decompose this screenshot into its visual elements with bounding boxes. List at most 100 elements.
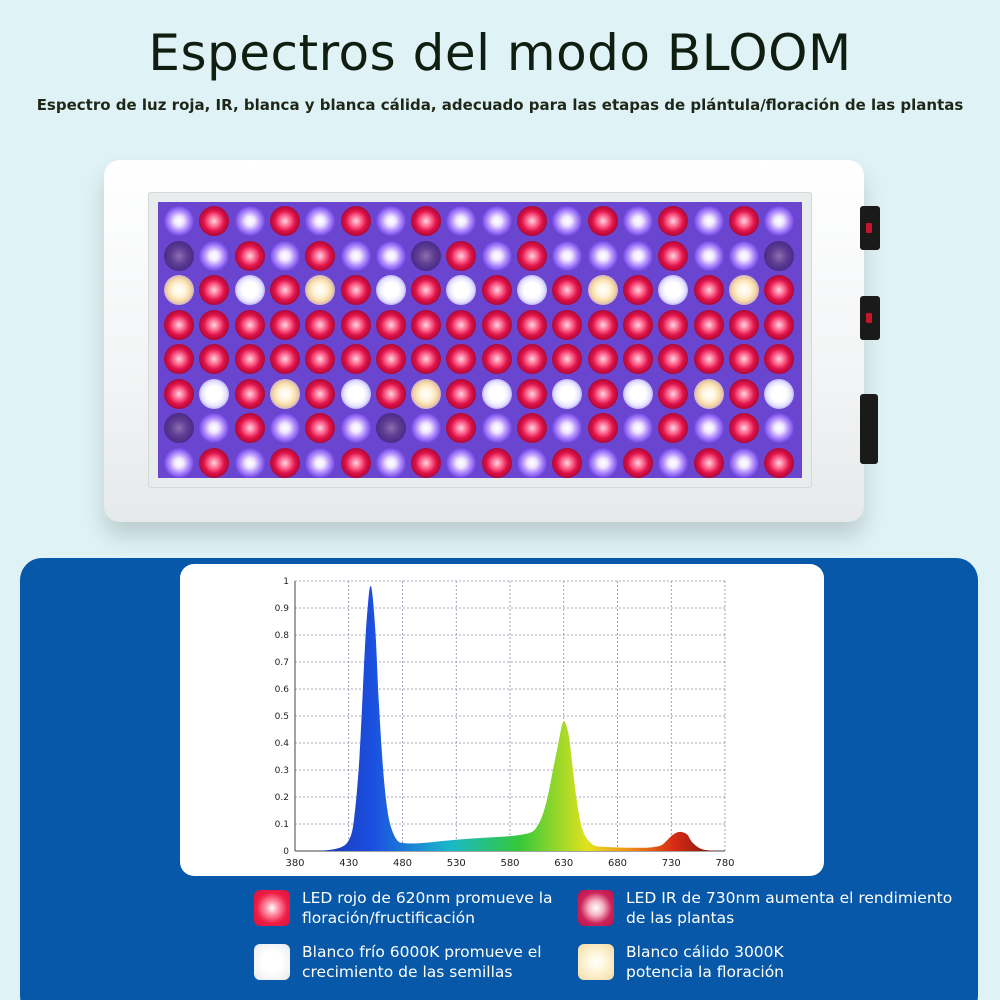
led-red [340,206,371,236]
led-blue [622,206,653,236]
led-white [622,378,653,409]
led-blue [658,447,689,478]
led-red [375,309,406,340]
legend-red-line1: LED rojo de 620nm promueve la [302,889,553,907]
led-red [517,344,547,374]
y-tick-label: 0 [283,847,289,857]
led-warm [693,378,724,409]
power-cable-port [860,394,878,464]
led-blue [693,413,724,443]
led-red [728,378,759,409]
led-red [587,206,618,236]
led-red [269,309,300,340]
y-tick-label: 0.1 [275,820,289,830]
led-red [693,275,724,305]
power-switch [860,206,880,250]
led-blue [446,447,477,478]
legend-item-red-led: LED rojo de 620nm promueve la floración/… [254,888,553,928]
y-tick-label: 0.9 [275,604,290,614]
led-blue [199,240,230,271]
led-red [269,447,300,478]
led-blue [234,206,265,236]
x-tick-label: 480 [393,858,412,869]
y-tick-label: 0.7 [275,658,289,668]
led-red [411,275,442,305]
led-red [234,240,265,271]
led-warm [728,275,759,305]
led-red [658,240,689,271]
led-ir [375,413,406,443]
led-red [164,378,194,409]
led-blue [552,413,583,443]
led-red [587,413,618,443]
x-tick-label: 530 [447,858,466,869]
led-red [305,378,336,409]
spectrum-chart-card: 0 0.1 0.2 0.3 0.4 0.5 0.6 0.7 0.8 0.9 1 380 430 480 5… [180,564,824,876]
led-red [728,309,759,340]
led-warm [411,378,442,409]
led-red [517,413,547,443]
led-blue [446,206,477,236]
led-red [305,413,336,443]
led-red [446,413,477,443]
legend-item-cool-white: Blanco frío 6000K promueve el crecimient… [254,942,542,982]
led-red [340,344,371,374]
led-red [481,309,512,340]
grow-light-lamp [104,160,880,522]
led-blue [305,206,336,236]
led-white [375,275,406,305]
led-red [693,344,724,374]
led-red [658,206,689,236]
led-red [658,344,689,374]
page-title: Espectros del modo BLOOM [148,24,852,82]
led-red [587,344,618,374]
led-blue [481,413,512,443]
x-tick-label: 580 [500,858,519,869]
led-warm [269,378,300,409]
led-red [622,344,653,374]
led-red [764,344,795,374]
led-red [622,275,653,305]
legend-item-ir-led: LED IR de 730nm aumenta el rendimiento d… [578,888,952,928]
led-red [234,378,265,409]
led-blue [693,240,724,271]
led-warm [587,275,618,305]
led-white [446,275,477,305]
led-red [305,344,336,374]
led-red [411,206,442,236]
led-blue [234,447,265,478]
led-red [164,309,194,340]
led-blue [764,206,795,236]
legend-ir-line1: LED IR de 730nm aumenta el rendimiento [626,889,953,907]
led-blue [199,413,230,443]
led-red [481,344,512,374]
led-red [764,447,795,478]
legend-cool-line1: Blanco frío 6000K promueve el [302,943,542,961]
page-subtitle: Espectro de luz roja, IR, blanca y blanc… [36,96,964,114]
led-blue [375,240,406,271]
led-red [658,378,689,409]
led-white [552,378,583,409]
led-red [587,378,618,409]
led-red [234,344,265,374]
led-red [164,344,194,374]
led-red [446,240,477,271]
mode-switch [860,296,880,340]
red-led-swatch [254,890,290,926]
x-tick-label: 780 [715,858,734,869]
led-white [340,378,371,409]
led-blue [481,240,512,271]
led-red [552,275,583,305]
spectrum-chart: 0 0.1 0.2 0.3 0.4 0.5 0.6 0.7 0.8 0.9 1 380 430 480 5… [275,577,735,869]
y-tick-label: 0.2 [275,793,289,803]
led-red [693,447,724,478]
y-tick-label: 0.6 [275,685,290,695]
mode-switch-indicator [866,313,872,323]
y-tick-label: 0.4 [275,739,290,749]
y-tick-label: 0.3 [275,766,289,776]
led-red [199,447,230,478]
led-panel [158,202,802,478]
led-red [375,378,406,409]
led-ir [411,240,442,271]
led-blue [693,206,724,236]
